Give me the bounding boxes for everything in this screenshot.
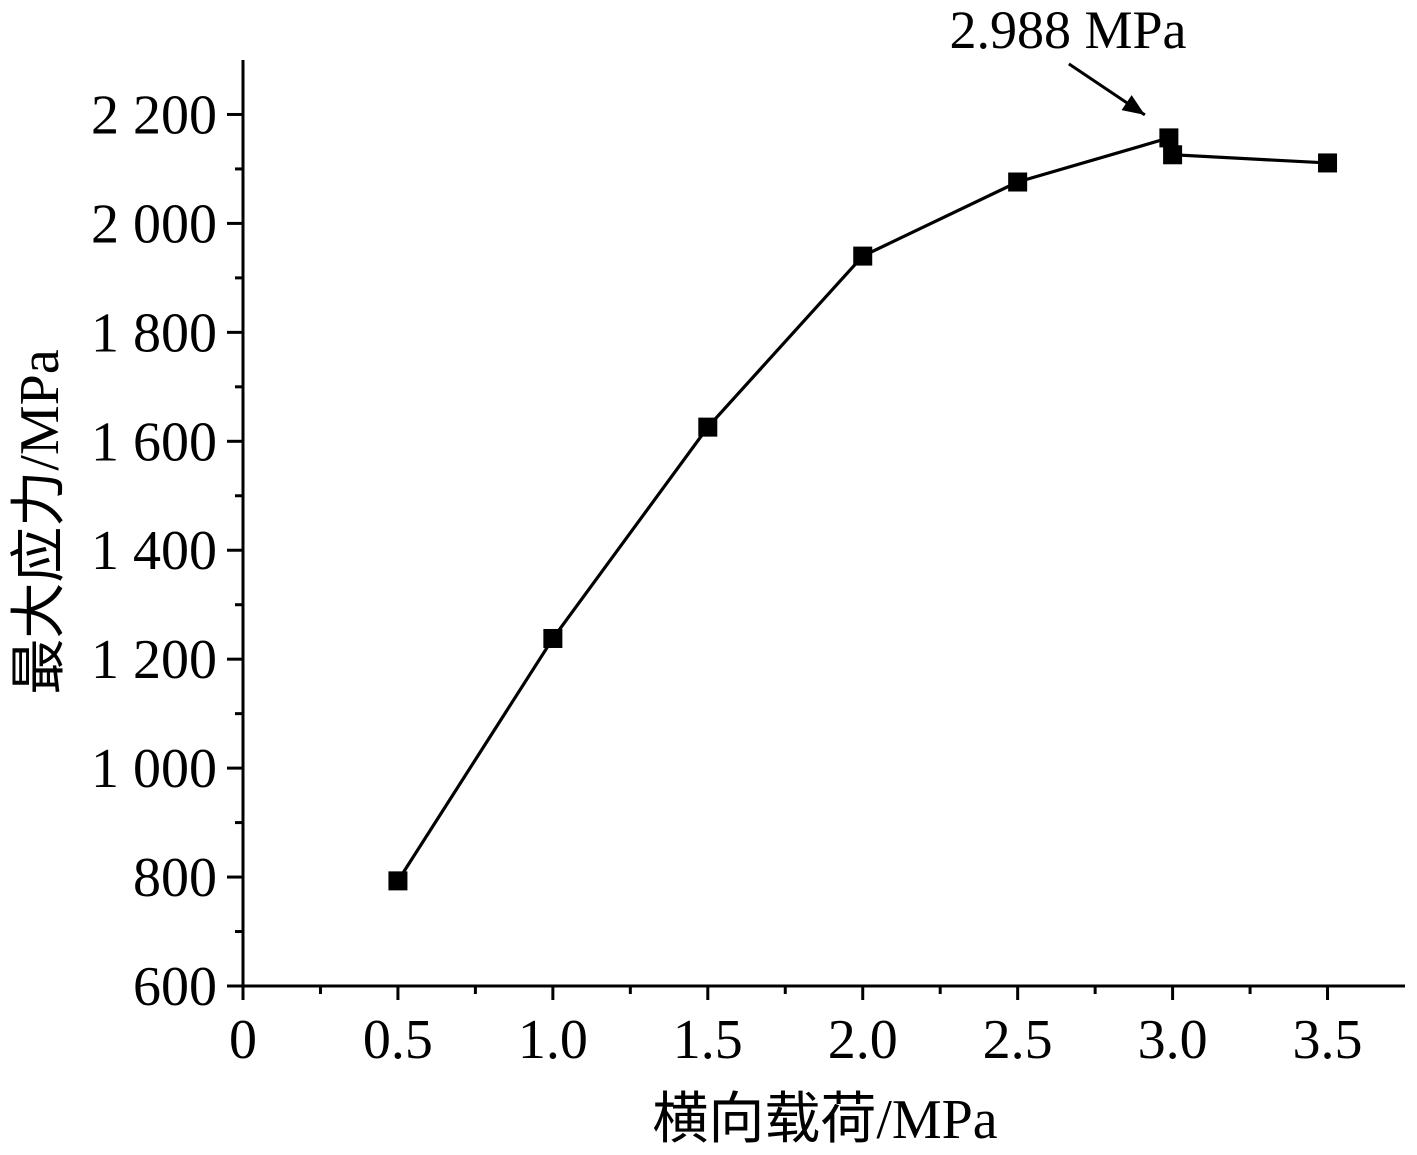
y-tick-label: 1 600 [91,411,217,473]
y-tick-label: 2 200 [91,84,217,146]
y-tick-label: 600 [133,956,217,1018]
x-tick-label: 3.0 [1138,1009,1208,1071]
x-tick-label: 1.0 [518,1009,588,1071]
data-point-marker [388,871,408,891]
annotation-label: 2.988 MPa [949,0,1186,60]
y-axis-label: 最大应力/MPa [9,349,71,694]
y-tick-label: 1 400 [91,520,217,582]
y-tick-label: 1 200 [91,629,217,691]
data-point-marker [1318,153,1338,173]
data-point-marker [698,417,718,437]
annotation-arrow-head [1121,95,1145,115]
data-point-marker [543,628,563,648]
data-point-marker [1163,145,1183,165]
y-tick-label: 1 000 [91,738,217,800]
x-tick-label: 0.5 [363,1009,433,1071]
data-point-marker [1159,128,1179,148]
data-series [388,128,1338,891]
annotation: 2.988 MPa [949,0,1187,117]
x-tick-label: 2.0 [828,1009,898,1071]
y-tick-label: 1 800 [91,302,217,364]
x-tick-label: 2.5 [983,1009,1053,1071]
x-axis-ticks: 0 0.5 1.0 1.5 2.0 2.5 3.0 3.5 [229,986,1363,1071]
x-tick-label: 0 [229,1009,257,1071]
x-tick-label: 3.5 [1293,1009,1363,1071]
x-tick-label: 1.5 [673,1009,743,1071]
data-point-marker [1008,172,1028,192]
y-axis-ticks: 600 800 1 000 1 200 1 400 1 600 1 800 2 000 2 20… [91,84,243,1018]
data-point-marker [853,246,873,266]
y-tick-label: 800 [133,847,217,909]
axes [241,60,1405,988]
x-axis-label: 横向载荷/MPa [652,1089,997,1151]
y-tick-label: 2 000 [91,193,217,255]
